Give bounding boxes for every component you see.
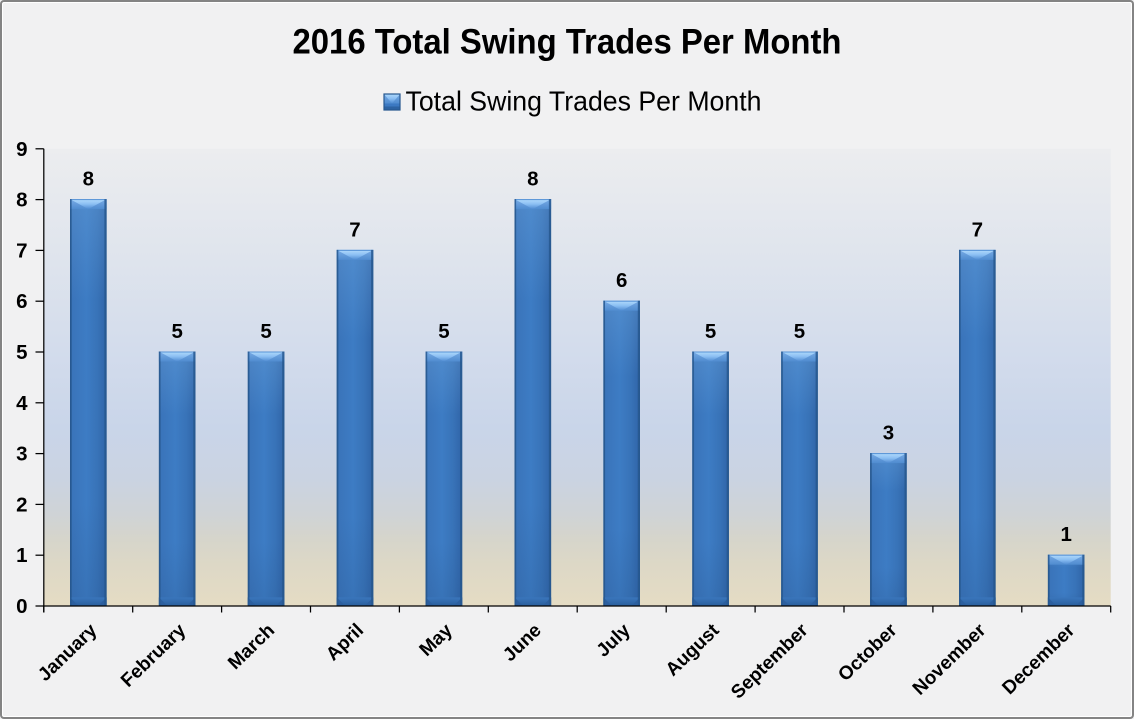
svg-text:June: June: [499, 620, 545, 666]
svg-text:8: 8: [527, 168, 538, 191]
svg-text:8: 8: [16, 189, 27, 212]
svg-text:7: 7: [16, 239, 27, 262]
svg-text:5: 5: [794, 320, 805, 343]
svg-text:May: May: [416, 620, 457, 661]
svg-text:5: 5: [705, 320, 716, 343]
svg-text:January: January: [34, 620, 101, 686]
svg-text:April: April: [322, 620, 368, 665]
svg-text:September: September: [727, 620, 813, 704]
svg-text:7: 7: [972, 218, 983, 241]
svg-text:March: March: [224, 620, 279, 674]
svg-text:November: November: [909, 620, 991, 700]
svg-text:4: 4: [16, 392, 28, 415]
svg-text:July: July: [593, 620, 635, 662]
svg-text:5: 5: [260, 320, 271, 343]
svg-text:February: February: [117, 620, 190, 692]
svg-text:August: August: [662, 620, 724, 681]
svg-text:December: December: [998, 620, 1079, 699]
svg-text:6: 6: [16, 290, 27, 313]
svg-text:7: 7: [349, 218, 360, 241]
svg-text:3: 3: [883, 422, 894, 445]
svg-text:5: 5: [438, 320, 449, 343]
svg-text:6: 6: [616, 269, 627, 292]
svg-text:5: 5: [171, 320, 182, 343]
svg-text:0: 0: [16, 595, 27, 618]
svg-text:3: 3: [16, 443, 27, 466]
svg-text:5: 5: [16, 341, 27, 364]
svg-text:1: 1: [1060, 523, 1071, 546]
svg-text:October: October: [834, 620, 901, 686]
svg-text:Total Swing Trades Per Month: Total Swing Trades Per Month: [406, 85, 762, 116]
svg-text:8: 8: [83, 168, 94, 191]
svg-text:2: 2: [16, 493, 27, 516]
svg-text:2016 Total Swing Trades Per Mo: 2016 Total Swing Trades Per Month: [293, 22, 842, 61]
svg-text:1: 1: [16, 544, 27, 567]
svg-text:9: 9: [16, 138, 27, 161]
